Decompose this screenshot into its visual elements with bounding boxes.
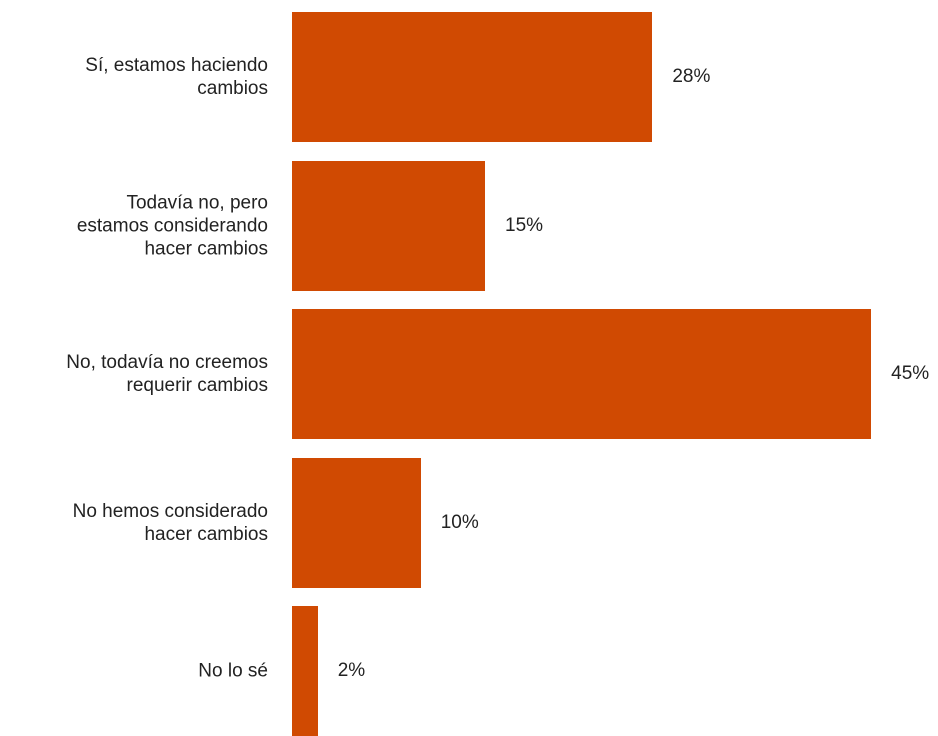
bar (292, 457, 421, 588)
category-label: No hemos considerado hacer cambios (72, 500, 268, 545)
bar (292, 12, 653, 142)
value-label: 2% (337, 660, 366, 681)
category-label: Sí, estamos haciendo cambios (85, 55, 268, 99)
value-label: 10% (440, 511, 479, 533)
bar (292, 606, 318, 736)
bar (292, 160, 486, 291)
category-label: Todavía no, pero estamos considerando ha… (76, 192, 268, 259)
value-label: 28% (672, 66, 711, 87)
category-label: No lo sé (198, 660, 268, 682)
value-label: 15% (505, 214, 544, 236)
value-label: 45% (891, 363, 930, 384)
category-label: No, todavía no creemos requerir cambios (66, 352, 268, 396)
bar (292, 309, 872, 439)
